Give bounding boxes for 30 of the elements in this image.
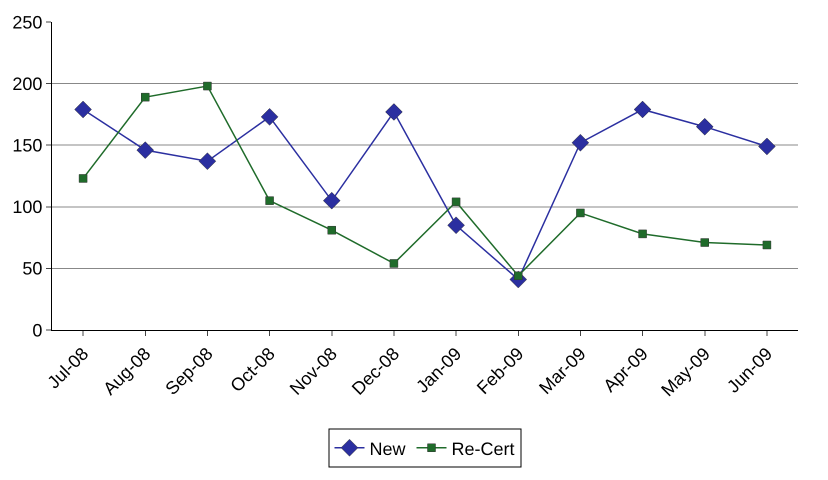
y-tick-label: 50 bbox=[22, 258, 42, 279]
point bbox=[572, 134, 590, 152]
y-tick-label: 150 bbox=[12, 136, 42, 156]
point bbox=[198, 152, 216, 170]
point bbox=[696, 118, 714, 136]
point bbox=[323, 192, 340, 210]
point bbox=[328, 226, 336, 234]
point bbox=[452, 198, 460, 206]
point bbox=[762, 240, 772, 250]
point bbox=[385, 103, 403, 121]
point bbox=[265, 196, 274, 205]
y-tick-label: 250 bbox=[12, 12, 42, 32]
point bbox=[390, 259, 398, 268]
point bbox=[136, 141, 154, 159]
point bbox=[634, 100, 652, 118]
y-tick-label: 0 bbox=[32, 320, 42, 340]
legend-label: Re-Cert bbox=[452, 438, 515, 459]
point bbox=[576, 208, 585, 218]
legend-label: New bbox=[370, 438, 407, 459]
point bbox=[638, 230, 647, 238]
point bbox=[758, 138, 776, 156]
y-tick-label: 100 bbox=[12, 197, 42, 218]
point bbox=[203, 82, 212, 90]
point bbox=[260, 108, 278, 126]
point bbox=[700, 238, 709, 247]
point bbox=[141, 92, 150, 102]
point bbox=[447, 216, 465, 234]
y-tick-label: 200 bbox=[12, 74, 42, 94]
point bbox=[78, 174, 88, 183]
point bbox=[74, 100, 92, 118]
